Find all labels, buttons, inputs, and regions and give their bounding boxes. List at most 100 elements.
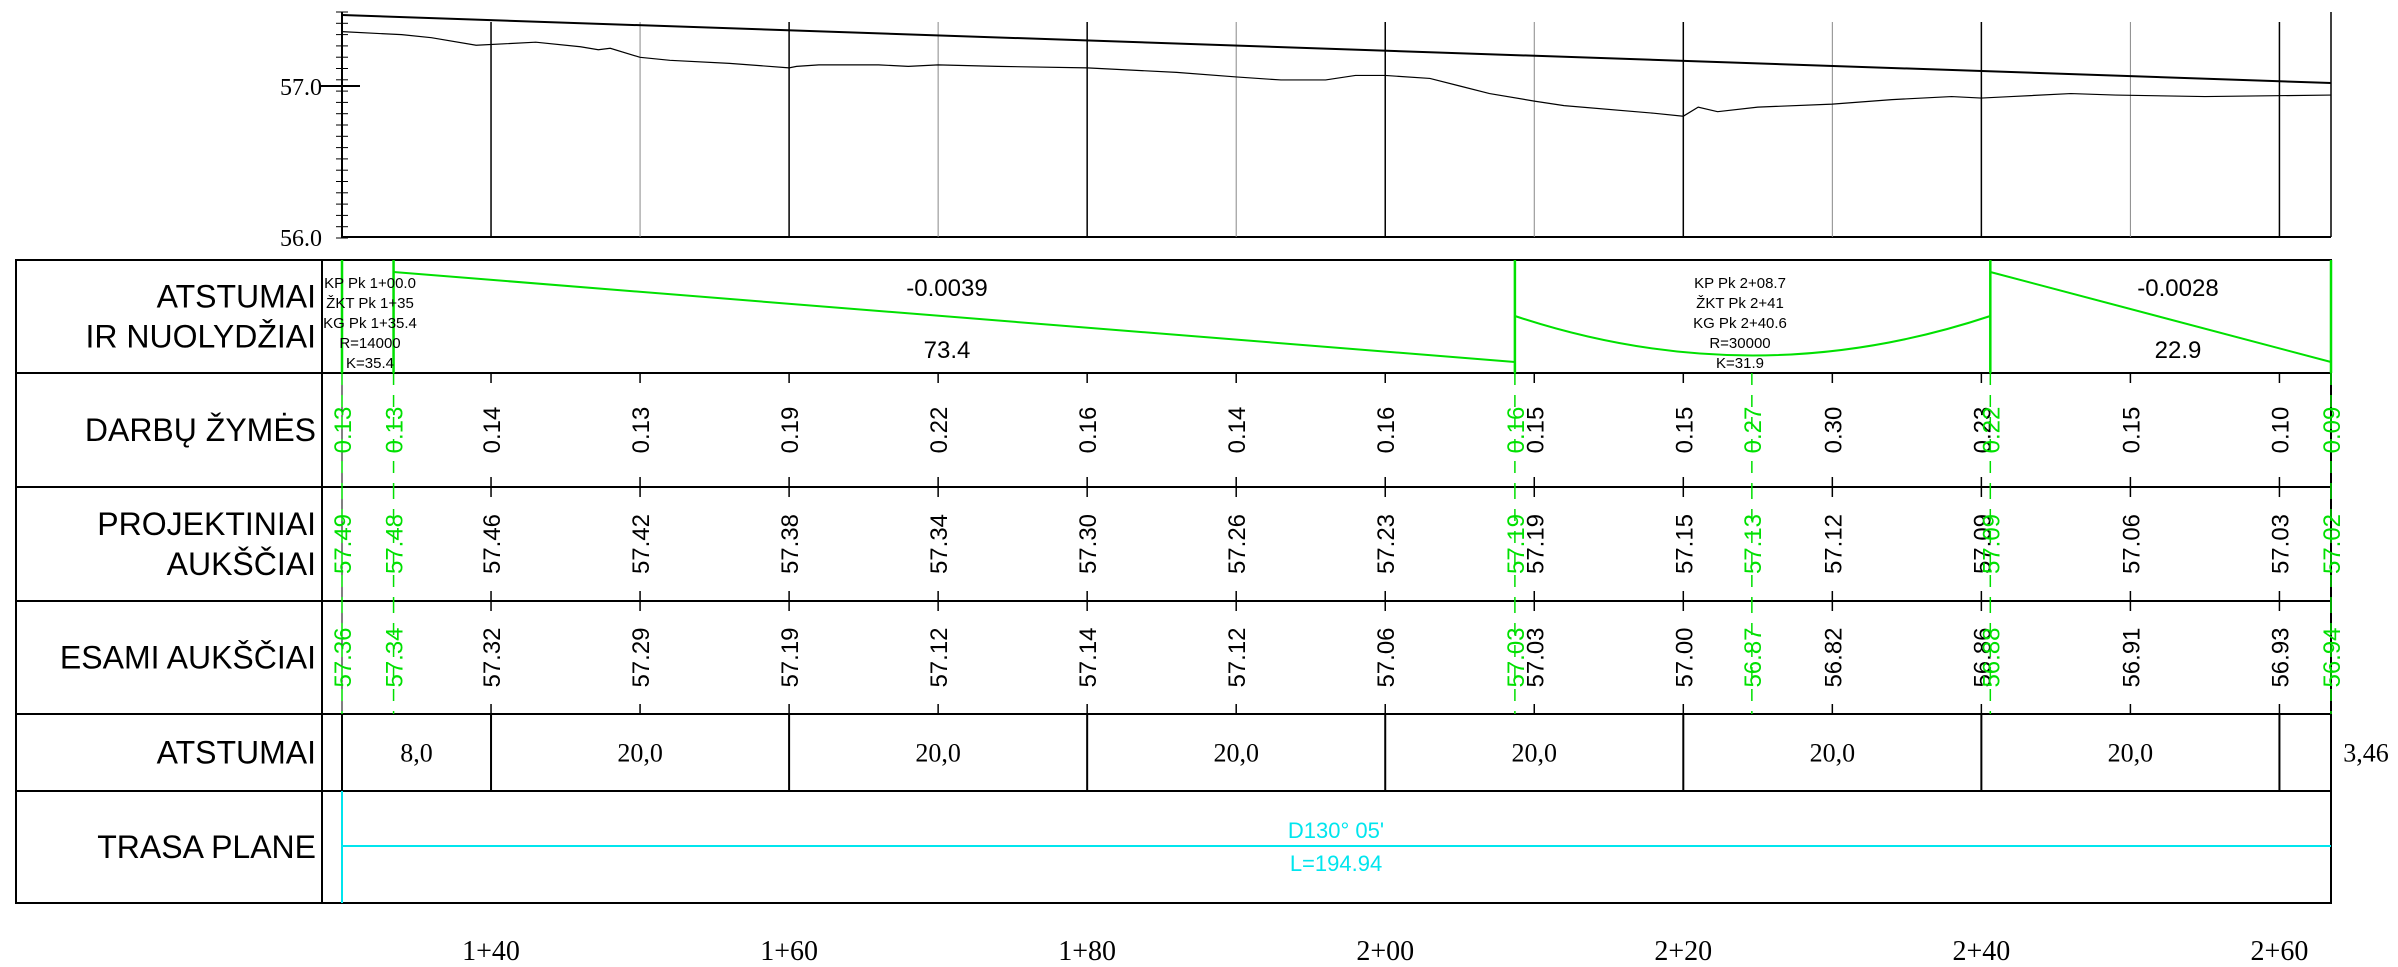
row-label: TRASA PLANE xyxy=(97,829,316,865)
station-work-value: 0.14 xyxy=(479,407,506,454)
row-label: AUKŠČIAI xyxy=(167,546,316,582)
station-work-value: 0.22 xyxy=(926,407,953,454)
station-design-value: 57.19 xyxy=(1522,514,1549,574)
curve-annotation: K=35.4 xyxy=(346,355,394,372)
curve-annotation: K=31.9 xyxy=(1716,355,1764,372)
station-work-value: 0.16 xyxy=(1503,407,1530,454)
row-label: DARBŲ ŽYMĖS xyxy=(85,412,316,448)
station-design-value: 57.03 xyxy=(2267,514,2294,574)
station-design-value: 57.09 xyxy=(1969,514,1996,574)
slope-grade: -0.0028 xyxy=(2137,275,2218,302)
station-design-value: 57.02 xyxy=(2319,514,2346,574)
station-exist-value: 57.36 xyxy=(330,627,357,687)
station-work-value: 0.19 xyxy=(777,407,804,454)
station-work-value: 0.10 xyxy=(2267,407,2294,454)
station-work-value: 0.13 xyxy=(628,407,655,454)
station-design-value: 57.15 xyxy=(1671,514,1698,574)
station-exist-value: 57.03 xyxy=(1503,627,1530,687)
station-design-value: 57.12 xyxy=(1820,514,1847,574)
station-work-value: 0.30 xyxy=(1820,407,1847,454)
station-work-value: 0.15 xyxy=(2118,407,2145,454)
curve-annotation: ŽKT Pk 2+41 xyxy=(1696,295,1784,312)
chainage-label: 2+00 xyxy=(1356,936,1414,967)
distance-value: 20,0 xyxy=(617,739,663,768)
station-design-value: 57.06 xyxy=(2118,514,2145,574)
station-exist-value: 57.34 xyxy=(382,627,409,687)
station-exist-value: 56.94 xyxy=(2319,627,2346,687)
distance-value: 20,0 xyxy=(2108,739,2154,768)
distance-value: 20,0 xyxy=(915,739,961,768)
station-exist-value: 57.06 xyxy=(1373,627,1400,687)
chainage-label: 1+80 xyxy=(1058,936,1116,967)
slope-length: 22.9 xyxy=(2155,337,2202,364)
station-design-value: 57.26 xyxy=(1224,514,1251,574)
station-design-value: 57.34 xyxy=(926,514,953,574)
chainage-label: 2+60 xyxy=(2251,936,2309,967)
distance-value: 20,0 xyxy=(1810,739,1856,768)
existing-ground-line xyxy=(341,31,2332,117)
chainage-label: 1+60 xyxy=(760,936,818,967)
station-design-value: 57.46 xyxy=(479,514,506,574)
row-label: ATSTUMAI xyxy=(157,735,316,771)
station-work-value: 0.22 xyxy=(1978,407,2005,454)
station-exist-value: 56.87 xyxy=(1740,627,1767,687)
station-exist-value: 57.19 xyxy=(777,627,804,687)
vertical-curve-arc xyxy=(1514,315,1991,357)
slope-grade: -0.0039 xyxy=(906,275,987,302)
distance-value: 8,0 xyxy=(400,739,433,768)
station-exist-value: 57.12 xyxy=(926,627,953,687)
row-label: IR NUOLYDŽIAI xyxy=(85,319,316,355)
design-grade-line xyxy=(341,14,2332,84)
curve-annotation: ŽKT Pk 1+35 xyxy=(326,295,414,312)
station-exist-value: 57.29 xyxy=(628,627,655,687)
station-work-value: 0.15 xyxy=(1671,407,1698,454)
station-work-value: 0.16 xyxy=(1075,407,1102,454)
station-design-value: 57.42 xyxy=(628,514,655,574)
station-exist-value: 57.32 xyxy=(479,627,506,687)
chainage-label: 2+20 xyxy=(1654,936,1712,967)
station-design-value: 57.48 xyxy=(382,514,409,574)
station-design-value: 57.49 xyxy=(330,514,357,574)
plan-length: L=194.94 xyxy=(1290,851,1382,876)
station-design-value: 57.09 xyxy=(1978,514,2005,574)
station-exist-value: 57.03 xyxy=(1522,627,1549,687)
station-design-value: 57.38 xyxy=(777,514,804,574)
station-design-value: 57.23 xyxy=(1373,514,1400,574)
grade-line-segment xyxy=(393,271,1515,363)
elevation-label: 57.0 xyxy=(280,75,322,101)
station-work-value: 0.13 xyxy=(330,407,357,454)
slope-length: 73.4 xyxy=(924,337,971,364)
station-work-value: 0.27 xyxy=(1740,407,1767,454)
station-work-value: 0.15 xyxy=(1522,407,1549,454)
station-exist-value: 56.86 xyxy=(1969,627,1996,687)
distance-value: 20,0 xyxy=(1512,739,1558,768)
plan-direction: D130° 05' xyxy=(1288,818,1384,843)
curve-annotation: KP Pk 1+00.0 xyxy=(324,275,416,292)
station-exist-value: 56.82 xyxy=(1820,627,1847,687)
station-exist-value: 57.00 xyxy=(1671,627,1698,687)
curve-annotation: KG Pk 1+35.4 xyxy=(323,315,417,332)
station-design-value: 57.30 xyxy=(1075,514,1102,574)
station-work-value: 0.14 xyxy=(1224,407,1251,454)
station-work-value: 0.13 xyxy=(382,407,409,454)
distance-value: 3,46 xyxy=(2343,739,2389,768)
station-work-value: 0.16 xyxy=(1373,407,1400,454)
chainage-label: 1+40 xyxy=(462,936,520,967)
station-exist-value: 56.93 xyxy=(2267,627,2294,687)
station-exist-value: 57.14 xyxy=(1075,627,1102,687)
curve-annotation: R=14000 xyxy=(339,335,400,352)
curve-annotation: KG Pk 2+40.6 xyxy=(1693,315,1787,332)
curve-annotation: R=30000 xyxy=(1709,335,1770,352)
distance-value: 20,0 xyxy=(1213,739,1259,768)
grade-line-segment xyxy=(1990,271,2332,363)
station-work-value: 0.09 xyxy=(2319,407,2346,454)
station-design-value: 57.13 xyxy=(1740,514,1767,574)
row-label: ATSTUMAI xyxy=(157,279,316,315)
station-exist-value: 56.91 xyxy=(2118,627,2145,687)
station-exist-value: 57.12 xyxy=(1224,627,1251,687)
row-label: PROJEKTINIAI xyxy=(97,506,316,542)
elevation-label: 56.0 xyxy=(280,226,322,252)
curve-annotation: KP Pk 2+08.7 xyxy=(1694,275,1786,292)
station-exist-value: 56.88 xyxy=(1978,627,2005,687)
